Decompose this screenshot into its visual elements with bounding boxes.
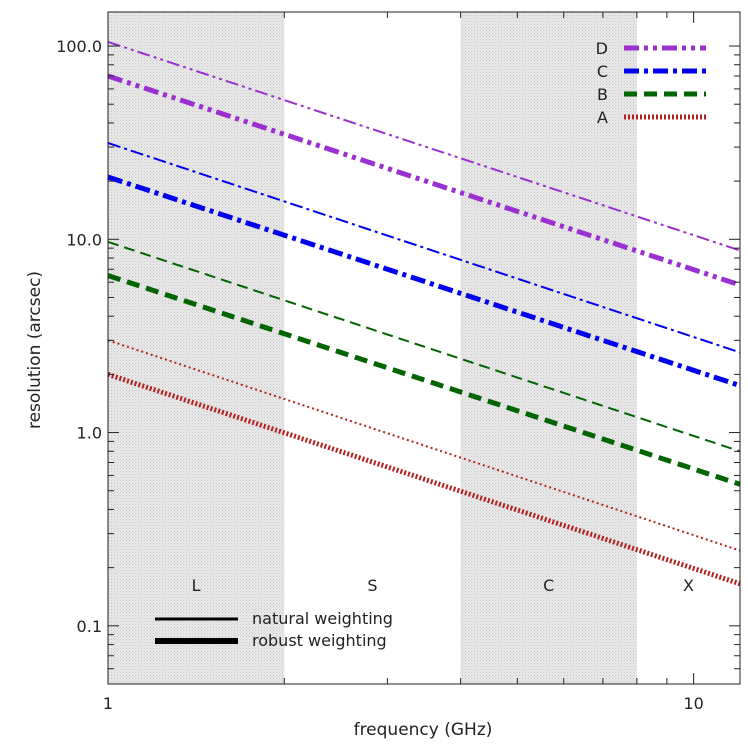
y-tick-label: 10.0 [66, 230, 102, 249]
legend-label-a: A [597, 108, 608, 127]
legend-label-b: B [597, 85, 608, 104]
series-c-natural-line [107, 142, 741, 354]
y-axis-title: resolution (arcsec) [25, 271, 45, 429]
y-tick-label: 0.1 [77, 617, 102, 636]
series-c-robust-line [107, 174, 741, 388]
x-tick-label: 10 [683, 694, 703, 713]
axis-ticks: 1 10 0.1 1.0 10.0 100.0 [56, 12, 740, 713]
series-b-robust-line [107, 273, 741, 487]
series-b-natural-line [107, 240, 741, 453]
band-label-l: L [192, 576, 201, 595]
weighting-label-thin: natural weighting [252, 609, 393, 628]
series-a-robust-line [107, 372, 741, 587]
series-d-natural-line [107, 40, 741, 252]
band-c-shade [460, 12, 637, 684]
band-label-x: X [683, 576, 694, 595]
y-tick-label: 1.0 [77, 424, 102, 443]
legend-label-d: D [596, 39, 608, 58]
series-d-robust-line [107, 73, 741, 288]
band-label-c: C [543, 576, 554, 595]
plot-frame [107, 11, 741, 685]
legend-label-c: C [597, 62, 608, 81]
series-a-natural-line [107, 339, 741, 552]
data-series [107, 40, 741, 587]
y-tick-label: 100.0 [56, 37, 102, 56]
x-tick-label: 1 [103, 694, 113, 713]
weighting-legend: natural weighting robust weighting [155, 609, 393, 650]
band-label-s: S [367, 576, 377, 595]
weighting-label-thick: robust weighting [252, 631, 387, 650]
x-axis-title: frequency (GHz) [354, 720, 493, 740]
